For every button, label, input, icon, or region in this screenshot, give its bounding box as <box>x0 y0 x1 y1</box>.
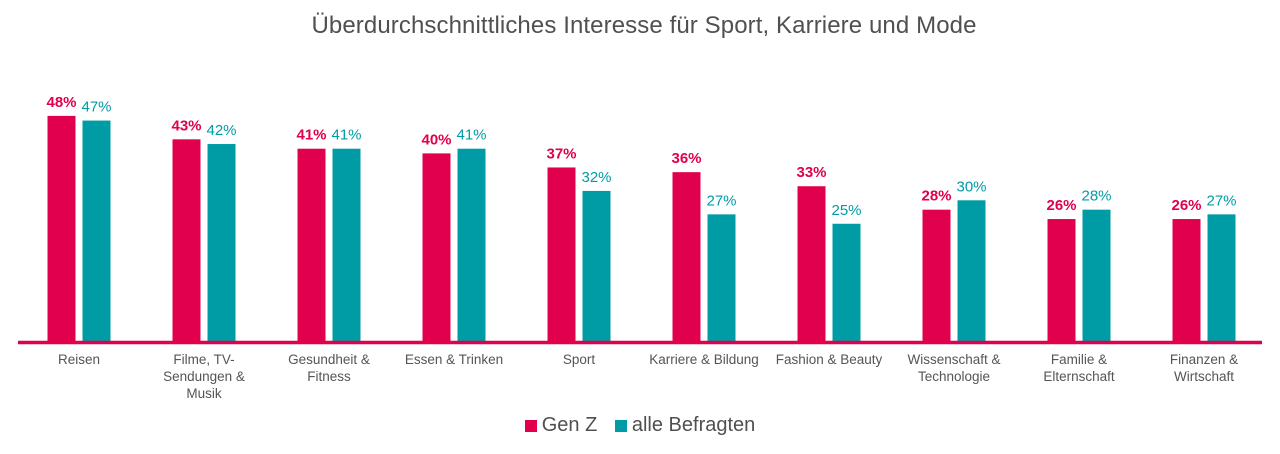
value-label-gen-z: 48% <box>46 94 76 111</box>
value-label-alle-befragten: 47% <box>81 99 111 116</box>
bar-alle-befragten <box>707 214 736 341</box>
value-label-gen-z: 41% <box>296 127 326 144</box>
bar-alle-befragten <box>1207 214 1236 341</box>
value-label-gen-z: 43% <box>171 117 201 134</box>
value-label-alle-befragten: 30% <box>956 178 986 195</box>
bar-alle-befragten <box>832 223 861 341</box>
category-label: Gesundheit & Fitness <box>288 352 370 384</box>
bars-layer <box>47 115 1236 341</box>
value-labels-layer: 48% 47% 43% 42% 41% 41% 40% 41% 37% 32% 36% 27% 33% 2… <box>46 94 1236 219</box>
legend-label-alle-befragten: alle Befragten <box>631 414 756 436</box>
bar-gen-z <box>672 172 701 341</box>
category-labels-layer: Reisen Filme, TV-Sendungen & Musik Gesundhe… <box>58 352 1238 401</box>
value-label-alle-befragten: 27% <box>706 192 736 209</box>
bar-gen-z <box>47 115 76 341</box>
category-label: Karriere & Bildung <box>649 352 759 367</box>
category-label: Sport <box>563 352 596 367</box>
category-label: Filme, TV-Sendungen & Musik <box>163 352 245 401</box>
category-label: Reisen <box>58 352 100 367</box>
bar-gen-z <box>797 186 826 341</box>
legend-label-gen-z: Gen Z <box>541 414 598 436</box>
chart-title: Überdurchschnittliches Interesse für Spo… <box>311 12 977 39</box>
category-label: Wissenschaft & Technologie <box>907 352 1000 384</box>
bar-gen-z <box>172 139 201 341</box>
value-label-alle-befragten: 41% <box>331 127 361 144</box>
legend-item-alle-befragten: alle Befragten <box>614 414 756 437</box>
category-label: Finanzen & Wirtschaft <box>1170 352 1238 384</box>
bar-alle-befragten <box>207 144 236 341</box>
legend: Gen Z alle Befragten <box>0 414 1280 438</box>
bar-alle-befragten <box>457 148 486 341</box>
legend-swatch-alle-befragten <box>614 419 627 432</box>
value-label-gen-z: 37% <box>546 145 576 162</box>
bar-alle-befragten <box>1082 209 1111 341</box>
value-label-alle-befragten: 27% <box>1206 192 1236 209</box>
value-label-gen-z: 28% <box>921 188 951 205</box>
category-label: Familie & Elternschaft <box>1043 352 1115 384</box>
value-label-gen-z: 36% <box>671 150 701 167</box>
legend-item-gen-z: Gen Z <box>524 414 598 437</box>
bar-alle-befragten <box>82 120 111 341</box>
category-label: Essen & Trinken <box>405 352 503 367</box>
bar-gen-z <box>297 148 326 341</box>
value-label-alle-befragten: 25% <box>831 202 861 219</box>
legend-swatch-gen-z <box>524 419 537 432</box>
category-label: Fashion & Beauty <box>776 352 883 367</box>
value-label-alle-befragten: 41% <box>456 127 486 144</box>
bar-alle-befragten <box>332 148 361 341</box>
bar-alle-befragten <box>582 190 611 341</box>
bar-gen-z <box>422 153 451 341</box>
value-label-gen-z: 40% <box>421 131 451 148</box>
bar-gen-z <box>922 209 951 341</box>
bar-gen-z <box>1047 219 1076 341</box>
value-label-alle-befragten: 32% <box>581 169 611 186</box>
value-label-alle-befragten: 28% <box>1081 188 1111 205</box>
value-label-alle-befragten: 42% <box>206 122 236 139</box>
bar-gen-z <box>1172 219 1201 341</box>
value-label-gen-z: 26% <box>1171 197 1201 214</box>
value-label-gen-z: 26% <box>1046 197 1076 214</box>
value-label-gen-z: 33% <box>796 164 826 181</box>
bar-gen-z <box>547 167 576 341</box>
bar-alle-befragten <box>957 200 986 341</box>
